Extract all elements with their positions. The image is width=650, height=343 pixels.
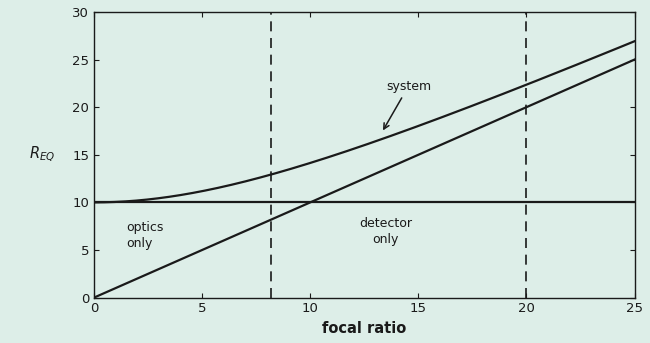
Text: $R_{EQ}$: $R_{EQ}$: [29, 145, 56, 164]
X-axis label: focal ratio: focal ratio: [322, 321, 406, 336]
Text: system: system: [384, 80, 431, 129]
Text: detector
only: detector only: [359, 217, 412, 246]
Text: optics
only: optics only: [126, 221, 164, 250]
